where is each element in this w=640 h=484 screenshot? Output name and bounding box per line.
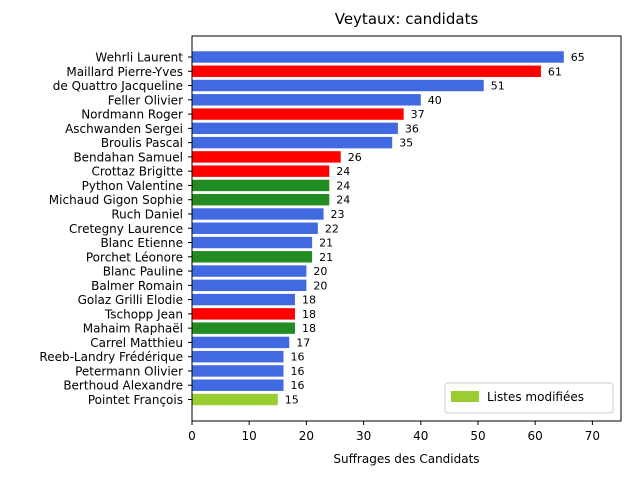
category-label: Petermann Olivier: [75, 364, 183, 378]
category-label: Broulis Pascal: [101, 136, 183, 150]
value-label: 17: [296, 336, 310, 349]
value-label: 65: [571, 51, 585, 64]
category-label: de Quattro Jacqueline: [53, 79, 183, 93]
bar: [192, 379, 284, 391]
category-label: Blanc Etienne: [100, 236, 183, 250]
category-label: Golaz Grilli Elodie: [78, 293, 183, 307]
x-tick-label: 60: [528, 429, 543, 443]
category-label: Pointet François: [88, 393, 183, 407]
category-label: Carrel Matthieu: [90, 336, 183, 350]
bar: [192, 293, 295, 306]
bar: [192, 179, 330, 192]
bar: [192, 322, 295, 334]
category-label: Maillard Pierre-Yves: [66, 65, 183, 79]
bar: [192, 51, 564, 63]
value-label: 40: [428, 94, 442, 107]
value-label: 16: [291, 365, 305, 378]
x-tick-label: 50: [470, 429, 485, 443]
category-label: Blanc Pauline: [103, 265, 183, 279]
bar: [192, 136, 393, 149]
value-label: 21: [319, 237, 333, 250]
value-label: 24: [336, 194, 350, 207]
value-label: 20: [313, 265, 327, 278]
value-label: 23: [331, 208, 345, 221]
value-label: 21: [319, 251, 333, 264]
value-label: 35: [399, 137, 413, 150]
value-label: 16: [291, 351, 305, 364]
bar: [192, 308, 295, 320]
bar: [192, 350, 284, 363]
legend: Listes modifiées: [444, 382, 614, 414]
x-tick-label: 10: [242, 429, 257, 443]
x-tick-label: 0: [188, 429, 196, 443]
bar: [192, 108, 404, 120]
category-label: Michaud Gigon Sophie: [49, 193, 183, 207]
chart-title: Veytaux: candidats: [335, 10, 479, 28]
bar: [192, 122, 398, 135]
bar: [192, 79, 484, 92]
value-label: 18: [302, 294, 316, 307]
bar: [192, 336, 290, 349]
category-label: Berthoud Alexandre: [63, 379, 183, 393]
category-label: Cretegny Laurence: [69, 222, 183, 236]
value-label: 37: [411, 108, 425, 121]
legend-label: Listes modifiées: [487, 390, 584, 404]
bar: [192, 194, 330, 206]
legend-box: [444, 382, 614, 414]
value-label: 20: [313, 279, 327, 292]
category-label: Python Valentine: [82, 179, 183, 193]
value-label: 36: [405, 122, 419, 135]
value-label: 61: [548, 65, 562, 78]
bar: [192, 365, 284, 377]
category-label: Reeb-Landry Frédérique: [39, 350, 183, 364]
category-label: Porchet Léonore: [86, 250, 183, 264]
value-label: 24: [336, 165, 350, 178]
value-label: 51: [491, 80, 505, 93]
category-label: Bendahan Samuel: [73, 150, 183, 164]
bar: [192, 236, 313, 249]
bar: [192, 94, 421, 106]
legend-swatch: [451, 391, 479, 402]
category-label: Balmer Romain: [91, 279, 183, 293]
category-label: Mahaim Raphaël: [83, 322, 183, 336]
value-label: 15: [285, 394, 299, 407]
x-tick-label: 70: [585, 429, 600, 443]
x-tick-label: 40: [413, 429, 428, 443]
bar: [192, 208, 324, 220]
x-axis-label: Suffrages des Candidats: [333, 452, 479, 466]
bar: [192, 279, 307, 292]
category-label: Tschopp Jean: [104, 307, 183, 321]
value-label: 26: [348, 151, 362, 164]
category-label: Nordmann Roger: [81, 108, 183, 122]
bar: [192, 65, 541, 77]
bar: [192, 222, 318, 234]
category-label: Ruch Daniel: [111, 207, 183, 221]
value-label: 24: [336, 179, 350, 192]
bar: [192, 265, 307, 277]
plot-frame: [191, 35, 622, 422]
x-tick-label: 30: [356, 429, 371, 443]
value-label: 22: [325, 222, 339, 235]
bar: [192, 165, 330, 177]
bar: [192, 151, 341, 163]
category-label: Wehrli Laurent: [95, 51, 183, 65]
value-label: 18: [302, 322, 316, 335]
bar: [192, 251, 313, 263]
category-label: Crottaz Brigitte: [91, 165, 183, 179]
category-label: Aschwanden Sergei: [65, 122, 183, 136]
value-label: 18: [302, 308, 316, 321]
bar: [192, 393, 278, 406]
x-tick-label: 20: [299, 429, 314, 443]
value-label: 16: [291, 379, 305, 392]
category-label: Feller Olivier: [108, 93, 183, 107]
